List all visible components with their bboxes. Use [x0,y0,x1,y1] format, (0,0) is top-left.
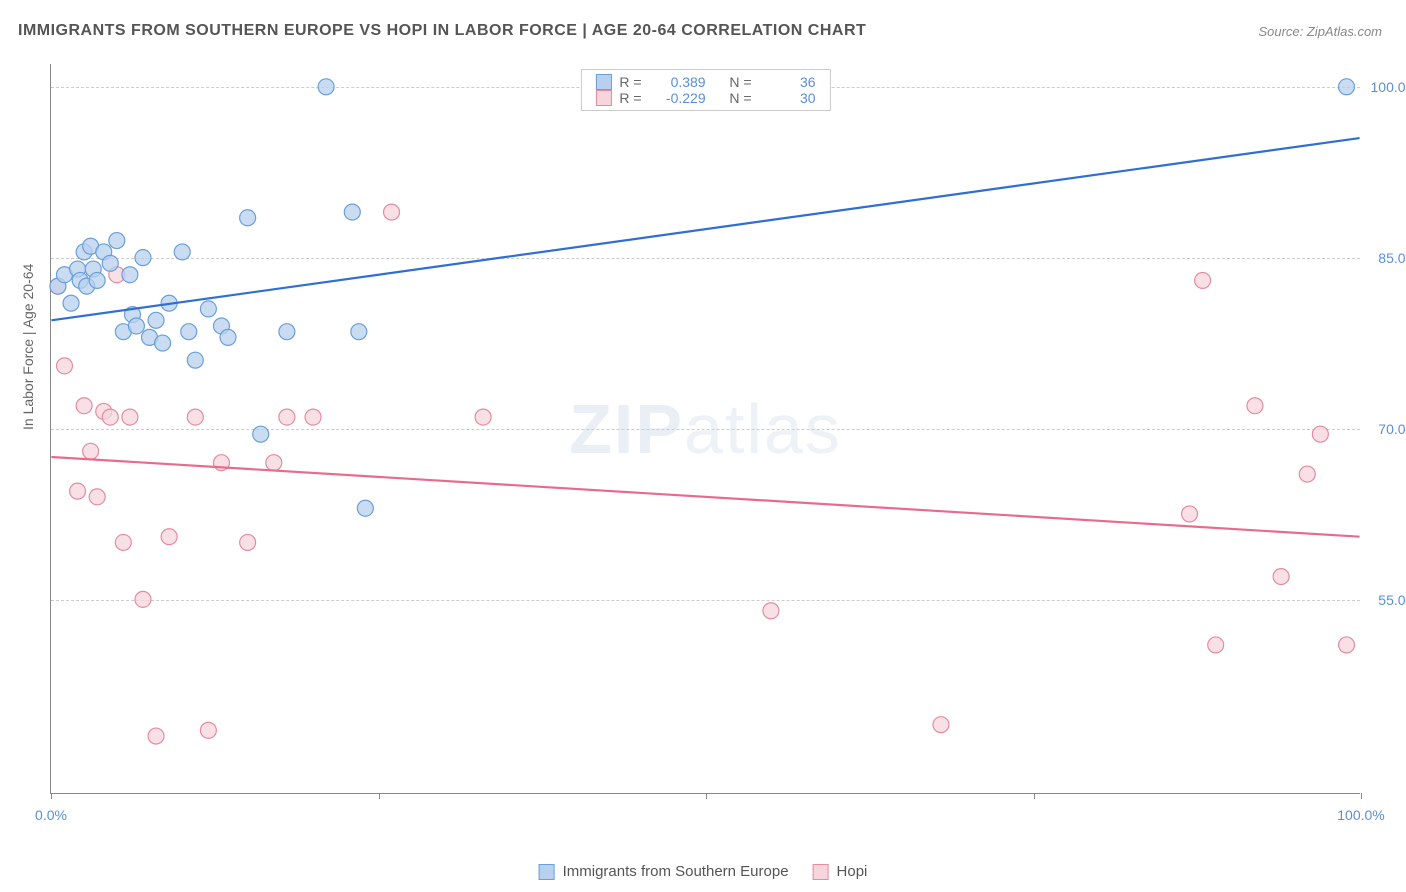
data-point [253,426,269,442]
data-point [763,603,779,619]
data-point [155,335,171,351]
data-point [266,455,282,471]
chart-title: IMMIGRANTS FROM SOUTHERN EUROPE VS HOPI … [18,22,866,40]
data-point [1182,506,1198,522]
data-point [135,250,151,266]
legend-item: Immigrants from Southern Europe [539,863,789,880]
data-point [318,79,334,95]
data-point [220,329,236,345]
ytick-label: 85.0% [1378,250,1406,266]
data-point [109,233,125,249]
data-point [1195,272,1211,288]
data-point [63,295,79,311]
data-point [148,728,164,744]
regression-line [51,138,1359,320]
xtick [1361,793,1362,799]
data-point [128,318,144,334]
data-point [1312,426,1328,442]
y-axis-label: In Labor Force | Age 20-64 [20,264,36,430]
data-point [1339,79,1355,95]
data-point [76,398,92,414]
data-point [102,409,118,425]
data-point [1339,637,1355,653]
data-point [384,204,400,220]
data-point [83,443,99,459]
ytick-label: 70.0% [1378,421,1406,437]
data-point [351,324,367,340]
legend-item: Hopi [813,863,868,880]
data-point [344,204,360,220]
data-point [56,358,72,374]
data-point [148,312,164,328]
plot-area: ZIPatlas 55.0%70.0%85.0%100.0% 0.0%100.0… [50,64,1360,794]
data-point [305,409,321,425]
data-point [357,500,373,516]
xtick [1034,793,1035,799]
regression-line [51,457,1359,537]
data-point [279,409,295,425]
data-point [1273,569,1289,585]
xtick-label: 100.0% [1337,807,1384,823]
data-point [1299,466,1315,482]
data-point [102,255,118,271]
xtick-label: 0.0% [35,807,67,823]
xtick [51,793,52,799]
data-point [161,529,177,545]
data-point [933,717,949,733]
data-point [187,409,203,425]
data-point [1247,398,1263,414]
data-point [1208,637,1224,653]
data-point [89,489,105,505]
data-point [181,324,197,340]
data-point [135,591,151,607]
swatch-series-2 [813,864,829,880]
data-point [122,267,138,283]
data-point [200,722,216,738]
xtick [706,793,707,799]
legend-bottom: Immigrants from Southern Europe Hopi [539,863,868,880]
data-point [240,534,256,550]
data-point [174,244,190,260]
data-point [200,301,216,317]
data-point [89,272,105,288]
data-point [279,324,295,340]
legend-label-1: Immigrants from Southern Europe [563,863,789,880]
data-point [475,409,491,425]
legend-label-2: Hopi [837,863,868,880]
data-point [240,210,256,226]
data-point [122,409,138,425]
swatch-series-1 [539,864,555,880]
chart-container: IMMIGRANTS FROM SOUTHERN EUROPE VS HOPI … [0,0,1406,892]
data-point [115,534,131,550]
data-point [70,483,86,499]
xtick [379,793,380,799]
data-point [187,352,203,368]
ytick-label: 55.0% [1378,592,1406,608]
source-label: Source: ZipAtlas.com [1258,24,1382,39]
plot-svg [51,64,1360,793]
ytick-label: 100.0% [1371,79,1406,95]
